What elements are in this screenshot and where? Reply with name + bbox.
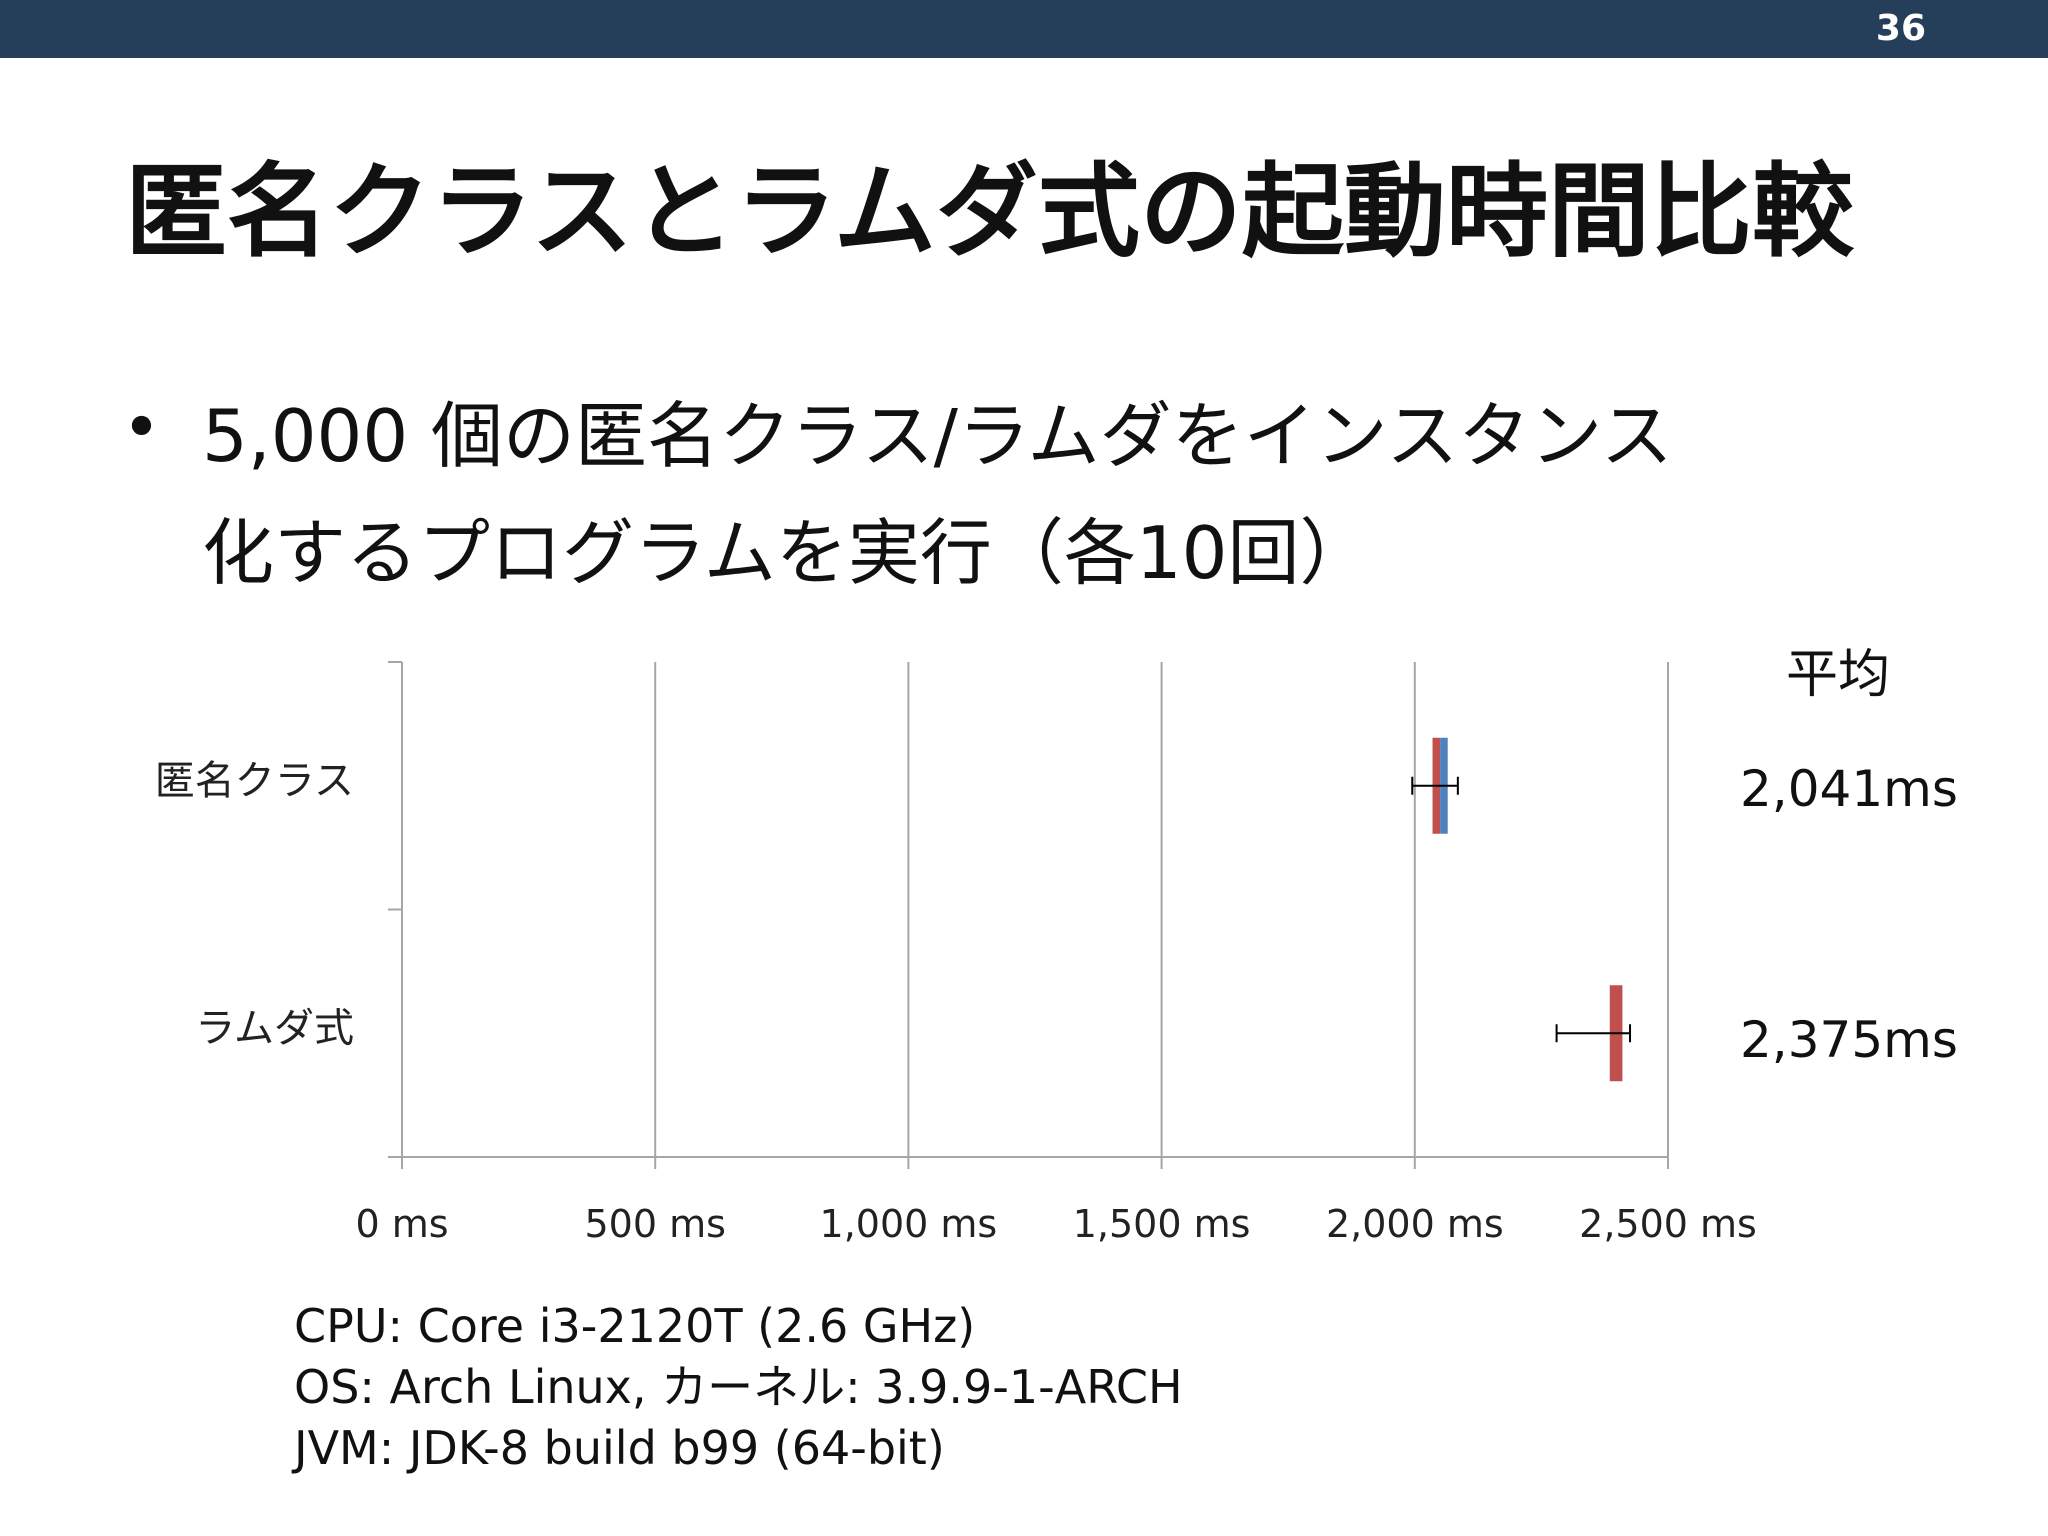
category-label: 匿名クラス: [155, 758, 354, 804]
x-tick-label: 1,500 ms: [1073, 1202, 1251, 1246]
x-tick-label: 0 ms: [355, 1202, 448, 1246]
average-value-lambda: 2,375ms: [1740, 1011, 1958, 1069]
slide-title: 匿名クラスとラムダ式の起動時間比較: [125, 153, 1854, 272]
system-specs: CPU: Core i3-2120T (2.6 GHz) OS: Arch Li…: [294, 1296, 1183, 1479]
spec-jvm: JVM: JDK-8 build b99 (64-bit): [294, 1421, 945, 1475]
average-header: 平均: [1786, 645, 1891, 705]
bullet-line-2: 化するプログラムを実行（各10回）: [202, 511, 1372, 595]
x-tick-label: 500 ms: [584, 1202, 725, 1246]
spec-cpu: CPU: Core i3-2120T (2.6 GHz): [294, 1299, 976, 1353]
page-number: 36: [1875, 8, 1926, 49]
bullet-text: 5,000 個の匿名クラス/ラムダをインスタンス 化するプログラムを実行（各10…: [202, 378, 1962, 612]
average-value-anonymous-class: 2,041ms: [1740, 760, 1958, 818]
x-tick-label: 2,500 ms: [1579, 1202, 1757, 1246]
bullet-icon: •: [122, 389, 161, 466]
spec-os: OS: Arch Linux, カーネル: 3.9.9-1-ARCH: [294, 1360, 1183, 1414]
header-bar: 36: [0, 0, 2048, 58]
category-label: ラムダ式: [195, 1005, 354, 1051]
bullet-line-1: 5,000 個の匿名クラス/ラムダをインスタンス: [202, 394, 1673, 478]
x-tick-label: 1,000 ms: [820, 1202, 998, 1246]
x-tick-label: 2,000 ms: [1326, 1202, 1504, 1246]
